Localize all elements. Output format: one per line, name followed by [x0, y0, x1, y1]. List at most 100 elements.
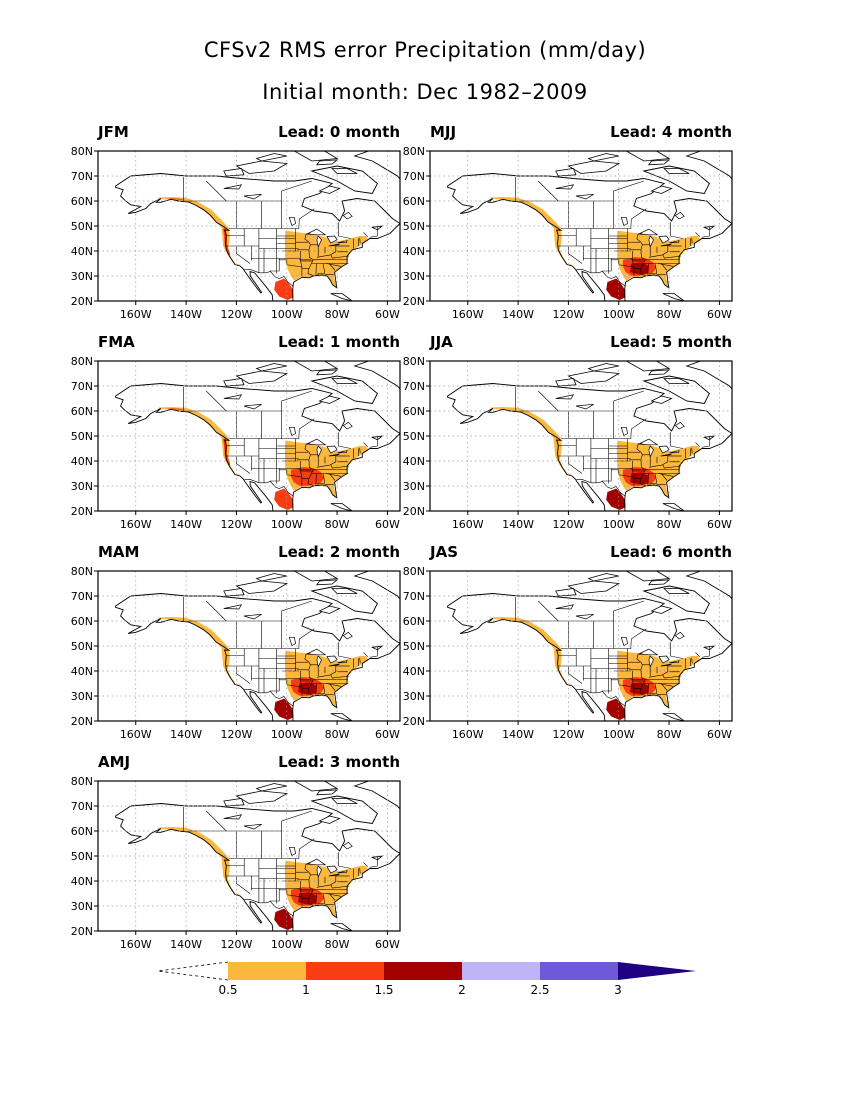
lon-tick-label: 100W: [603, 728, 635, 741]
state-border: [304, 653, 314, 696]
lake: [648, 655, 654, 668]
province-border: [369, 646, 378, 658]
lake: [337, 240, 348, 244]
greenland: [685, 151, 732, 180]
greenland: [353, 781, 400, 810]
map-svg: 80N 70N 60N 50N 40N 30N 20N 160W 140W 120W 100W 80W…: [71, 775, 401, 951]
colorbar-label: 3: [614, 983, 622, 997]
state-border: [329, 473, 336, 481]
state-border: [661, 683, 668, 691]
state-border: [632, 671, 635, 697]
colorbar-label: 0.5: [218, 983, 237, 997]
state-border: [330, 876, 337, 886]
lake: [660, 243, 672, 247]
lat-tick-label: 30N: [403, 690, 425, 703]
lake: [669, 660, 680, 664]
lake: [223, 184, 243, 190]
baffin-island: [310, 375, 378, 404]
lat-tick-label: 60N: [403, 195, 425, 208]
state-border: [658, 473, 673, 477]
state-border: [649, 683, 657, 696]
state-border: [695, 442, 701, 448]
island: [293, 781, 339, 792]
lake: [637, 228, 659, 236]
map-svg: 80N 70N 60N 50N 40N 30N 20N 160W 140W 120W 100W 80W…: [71, 145, 401, 321]
province-border: [205, 390, 227, 412]
error-core-coast: [223, 438, 231, 465]
province-border: [537, 390, 559, 412]
lat-tick-label: 40N: [71, 245, 93, 258]
lake: [555, 394, 575, 400]
lon-tick-label: 160W: [452, 518, 484, 531]
state-border: [636, 653, 646, 696]
state-border: [601, 258, 612, 272]
province-border: [670, 655, 683, 659]
lat-tick-label: 40N: [71, 455, 93, 468]
island: [625, 571, 671, 582]
lake: [660, 453, 672, 457]
state-border: [611, 259, 634, 268]
island: [330, 293, 353, 301]
map-svg: 80N 70N 60N 50N 40N 30N 20N 160W 140W 120W 100W 80W…: [403, 355, 733, 531]
lon-tick-label: 160W: [120, 728, 152, 741]
lake: [648, 235, 654, 248]
island: [625, 151, 671, 162]
state-border: [568, 666, 583, 684]
lat-tick-label: 40N: [403, 665, 425, 678]
island: [318, 185, 341, 194]
coastline: [115, 173, 400, 301]
lake: [658, 445, 670, 454]
state-border: [662, 456, 669, 466]
coastline: [447, 593, 732, 721]
island: [648, 159, 671, 166]
state-border: [279, 259, 302, 268]
island: [235, 160, 289, 174]
province-border: [670, 235, 683, 239]
lat-tick-label: 20N: [403, 295, 425, 308]
baffin-island: [642, 375, 710, 404]
province-border: [298, 418, 315, 439]
state-border: [269, 468, 280, 482]
lon-tick-label: 140W: [170, 518, 202, 531]
lon-tick-label: 80W: [325, 938, 350, 951]
state-border: [315, 893, 317, 906]
coastline: [115, 383, 400, 511]
map-panel-jfm: JFM Lead: 0 month 80N 70N 60N 50N 40N 30N 20N 160…: [71, 123, 418, 326]
lat-tick-label: 30N: [403, 270, 425, 283]
lake: [288, 216, 296, 227]
map-panel-jja: JJA Lead: 5 month 80N 70N 60N 50N 40N 30N 20N 160…: [403, 333, 750, 536]
state-border: [568, 246, 583, 264]
lat-tick-label: 70N: [71, 800, 93, 813]
island: [331, 378, 358, 384]
lake: [669, 240, 680, 244]
lat-tick-label: 60N: [71, 405, 93, 418]
island: [235, 580, 289, 594]
state-border: [243, 688, 294, 707]
state-border: [236, 666, 251, 684]
panel-lead-label: Lead: 1 month: [278, 333, 400, 351]
lat-tick-label: 50N: [403, 220, 425, 233]
province-border: [537, 600, 559, 622]
state-border: [648, 674, 682, 679]
map-panel-fma: FMA Lead: 1 month 80N 70N 60N 50N 40N 30N 20N 160…: [71, 333, 418, 536]
lon-tick-label: 100W: [271, 308, 303, 321]
baffin-island: [642, 585, 710, 614]
state-border: [326, 263, 341, 267]
island: [567, 580, 621, 594]
lon-tick-label: 140W: [170, 728, 202, 741]
lake: [337, 450, 348, 454]
lon-tick-label: 100W: [271, 938, 303, 951]
lon-tick-label: 120W: [552, 518, 584, 531]
island: [663, 588, 690, 594]
state-border: [329, 683, 336, 691]
state-border: [300, 671, 303, 697]
lake: [326, 235, 338, 244]
error-region-coast: [490, 407, 573, 476]
lat-tick-label: 30N: [71, 900, 93, 913]
state-border: [315, 473, 317, 486]
lat-tick-label: 40N: [71, 665, 93, 678]
lat-tick-label: 80N: [403, 565, 425, 578]
island: [662, 293, 685, 301]
island: [223, 798, 245, 807]
lake: [288, 846, 296, 857]
